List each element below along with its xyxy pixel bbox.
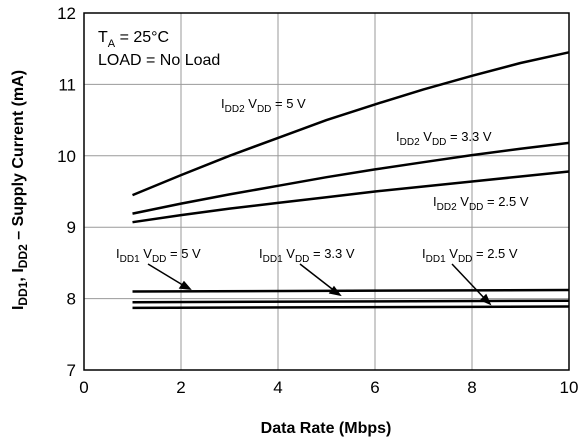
x-tick-labels: 0 2 4 6 8 10 <box>79 378 578 397</box>
x-tick-label: 2 <box>176 378 185 397</box>
arrowhead-idd1-5v <box>178 280 192 290</box>
series-line-3 <box>132 288 570 293</box>
label-idd1-3v3: IDD1 VDD = 3.3 V <box>259 246 355 265</box>
annotation-arrows <box>147 263 492 306</box>
x-tick-label: 0 <box>79 378 88 397</box>
y-tick-label: 8 <box>67 290 76 309</box>
plot-frame <box>83 12 570 371</box>
y-tick-labels: 7 8 9 10 11 12 <box>57 4 76 380</box>
condition-load: LOAD = No Load <box>98 52 220 69</box>
series-line-5 <box>132 305 570 310</box>
series-lines <box>132 51 570 310</box>
x-tick-label: 6 <box>370 378 379 397</box>
label-idd2-5v: IDD2 VDD = 5 V <box>221 96 306 115</box>
arrowhead-idd1-3v3 <box>328 285 342 297</box>
y-tick-label: 10 <box>57 147 76 166</box>
arrow-idd1-3v3 <box>299 263 337 293</box>
y-tick-label: 11 <box>58 75 76 94</box>
series-line-0 <box>132 51 570 197</box>
condition-temperature: TA = 25°C <box>98 29 169 50</box>
y-axis-title: IDD1, IDD2 – Supply Current (mA) <box>10 70 30 310</box>
arrow-idd1-5v <box>147 263 187 288</box>
y-tick-label: 7 <box>67 361 76 380</box>
x-tick-label: 10 <box>560 378 579 397</box>
x-tick-label: 8 <box>467 378 476 397</box>
series-line-1 <box>132 141 570 215</box>
label-idd2-2v5: IDD2 VDD = 2.5 V <box>433 194 529 213</box>
label-idd1-2v5: IDD1 VDD = 2.5 V <box>422 246 518 265</box>
y-tick-label: 12 <box>57 4 76 23</box>
arrowhead-idd1-2v5 <box>479 293 492 306</box>
y-tick-label: 9 <box>67 218 76 237</box>
x-tick-label: 4 <box>273 378 282 397</box>
x-axis-title: Data Rate (Mbps) <box>261 420 392 437</box>
series-line-4 <box>132 299 570 304</box>
arrow-idd1-2v5 <box>451 263 487 301</box>
label-idd2-3v3: IDD2 VDD = 3.3 V <box>396 129 492 148</box>
label-idd1-5v: IDD1 VDD = 5 V <box>116 246 201 265</box>
series-line-2 <box>132 170 570 224</box>
